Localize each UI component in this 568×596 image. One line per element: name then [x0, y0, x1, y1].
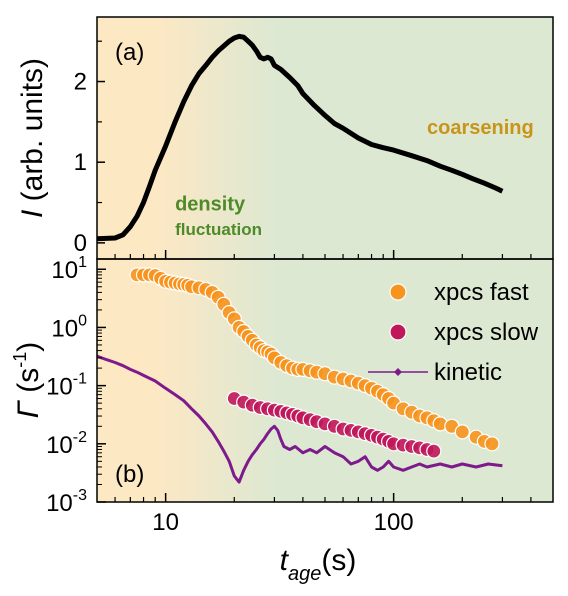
panel-a-ylabel-symbol: I	[16, 210, 49, 218]
panel-b-ytick-label: 10-3	[46, 487, 87, 517]
svg-text:Γ (s-1): Γ (s-1)	[10, 342, 45, 418]
legend-label-kinetic: kinetic	[434, 359, 502, 386]
panel-a-ytick-label: 1	[74, 149, 87, 176]
panel-b-ytick-label: 101	[51, 254, 87, 284]
annotation-coarsening: coarsening	[427, 117, 534, 139]
panel-a-ylabel-rest: (arb. units)	[16, 58, 49, 210]
annotation-density: density	[175, 194, 246, 216]
point-xpcs-fast	[454, 424, 470, 440]
panel-b-ylabel-symbol: Γ	[12, 399, 45, 418]
panel-a-label: (a)	[115, 39, 144, 66]
panel-b-label: (b)	[115, 461, 144, 488]
panel-a-ytick-label: 0	[74, 230, 87, 257]
panel-b-ylabel-close: )	[12, 342, 45, 352]
panel-b-y-axis-label: Γ (s-1)	[10, 342, 45, 418]
xtick-label: 10	[152, 509, 179, 536]
annotation-fluctuation: fluctuation	[175, 220, 262, 239]
legend-label-xpcs-fast: xpcs fast	[434, 279, 529, 306]
panel-b-ytick-label: 100	[51, 312, 87, 342]
legend-marker-kinetic	[394, 368, 402, 376]
panel-a-y-axis-label: I (arb. units)	[16, 58, 49, 218]
point-xpcs-slow	[426, 443, 442, 459]
series-line-kinetic	[97, 354, 503, 484]
panel-a: density fluctuation coarsening 0 1 2 (a) I (…	[16, 33, 534, 259]
panel-b-legend: xpcs fast xpcs slow kinetic	[368, 279, 539, 386]
panel-b-ytick-label: 10-1	[46, 371, 87, 401]
xlabel-symbol: t	[280, 544, 290, 577]
panel-b-frame	[96, 258, 554, 503]
panel-b-ytick-label: 10-2	[46, 429, 87, 459]
xtick-label: 100	[374, 509, 414, 536]
legend-label-xpcs-slow: xpcs slow	[434, 319, 539, 346]
legend-marker-xpcs-slow	[389, 323, 407, 341]
svg-text:I (arb. units): I (arb. units)	[16, 58, 49, 218]
point-xpcs-fast	[484, 436, 500, 452]
xlabel-rest: (s)	[321, 544, 356, 577]
legend-marker-xpcs-fast	[389, 283, 407, 301]
panel-a-ytick-label: 2	[74, 69, 87, 96]
panel-a-series-line	[97, 33, 504, 242]
panel-b-ylabel-exp: -1	[10, 352, 30, 368]
xlabel-sub: age	[288, 563, 321, 585]
panel-b-ylabel-rest: (s	[12, 368, 45, 401]
panel-b-x-axis-label: tage(s)	[280, 544, 357, 585]
